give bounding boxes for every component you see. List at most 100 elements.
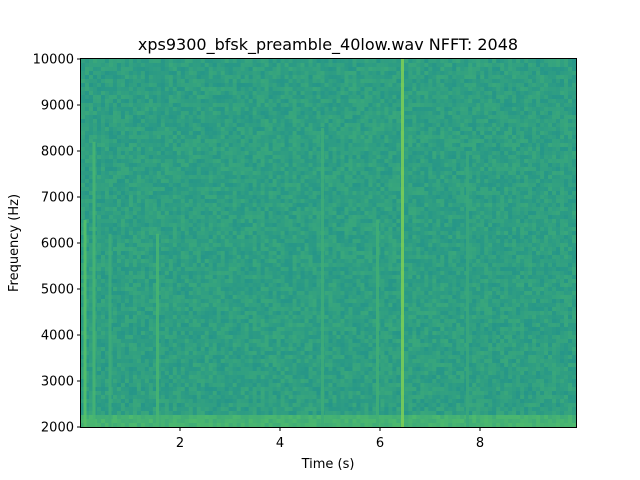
heatmap-cell	[136, 87, 142, 92]
heatmap-cell	[408, 75, 413, 80]
heatmap-cell	[104, 179, 110, 184]
heatmap-cell	[468, 135, 473, 140]
heatmap-cell	[104, 195, 110, 200]
heatmap-cell	[136, 143, 142, 148]
heatmap-cell	[100, 147, 106, 152]
heatmap-cell	[456, 151, 461, 156]
heatmap-cell	[368, 187, 374, 192]
heatmap-cell	[312, 143, 318, 148]
heatmap-cell	[148, 87, 154, 92]
heatmap-cell	[416, 215, 421, 220]
heatmap-cell	[500, 187, 505, 192]
heatmap-cell	[360, 179, 366, 184]
heatmap-cell	[552, 71, 557, 76]
heatmap-cell	[136, 211, 142, 216]
heatmap-cell	[180, 155, 186, 160]
heatmap-cell	[128, 111, 134, 116]
heatmap-cell	[288, 187, 294, 192]
heatmap-cell	[212, 111, 218, 116]
heatmap-cell	[380, 63, 385, 68]
heatmap-cell	[84, 71, 90, 76]
heatmap-cell	[440, 183, 445, 188]
heatmap-cell	[312, 83, 318, 88]
heatmap-cell	[316, 211, 322, 216]
heatmap-cell	[448, 151, 453, 156]
heatmap-cell	[528, 59, 533, 64]
heatmap-cell	[396, 115, 401, 120]
heatmap-cell	[112, 139, 118, 144]
heatmap-cell	[320, 91, 326, 96]
heatmap-cell	[556, 151, 561, 156]
heatmap-cell	[292, 103, 298, 108]
heatmap-cell	[328, 143, 334, 148]
heatmap-cell	[264, 63, 270, 68]
heatmap-cell	[168, 167, 174, 172]
heatmap-cell	[324, 139, 330, 144]
heatmap-cell	[484, 131, 489, 136]
heatmap-cell	[232, 139, 238, 144]
heatmap-cell	[88, 155, 94, 160]
heatmap-cell	[200, 187, 206, 192]
heatmap-cell	[468, 139, 473, 144]
heatmap-cell	[360, 203, 366, 208]
heatmap-cell	[552, 83, 557, 88]
heatmap-cell	[428, 83, 433, 88]
heatmap-cell	[384, 183, 389, 188]
heatmap-cell	[528, 175, 533, 180]
heatmap-cell	[148, 187, 154, 192]
heatmap-cell	[404, 135, 409, 140]
heatmap-cell	[436, 95, 441, 100]
heatmap-cell	[200, 211, 206, 216]
heatmap-cell	[376, 163, 381, 168]
heatmap-cell	[304, 195, 310, 200]
heatmap-cell	[372, 123, 377, 128]
heatmap-cell	[468, 143, 473, 148]
heatmap-cell	[284, 115, 290, 120]
heatmap-cell	[148, 63, 154, 68]
heatmap-cell	[456, 203, 461, 208]
heatmap-cell	[492, 163, 497, 168]
heatmap-cell	[364, 87, 370, 92]
heatmap-cell	[288, 87, 294, 92]
heatmap-cell	[312, 211, 318, 216]
heatmap-cell	[468, 79, 473, 84]
heatmap-cell	[368, 171, 374, 176]
heatmap-cell	[492, 175, 497, 180]
heatmap-cell	[468, 127, 473, 132]
heatmap-cell	[436, 215, 441, 220]
heatmap-cell	[288, 83, 294, 88]
heatmap-cell	[544, 87, 549, 92]
heatmap-cell	[132, 87, 138, 92]
heatmap-cell	[216, 175, 222, 180]
heatmap-cell	[372, 91, 377, 96]
heatmap-cell	[348, 119, 354, 124]
heatmap-cell	[424, 99, 429, 104]
heatmap-cell	[352, 215, 358, 220]
heatmap-cell	[304, 155, 310, 160]
heatmap-cell	[192, 219, 198, 224]
heatmap-cell	[84, 107, 90, 112]
heatmap-cell	[288, 139, 294, 144]
heatmap-cell	[348, 131, 354, 136]
heatmap-cell	[520, 75, 525, 80]
heatmap-cell	[276, 59, 282, 64]
heatmap-cell	[524, 195, 529, 200]
heatmap-cell	[216, 131, 222, 136]
heatmap-cell	[320, 95, 326, 100]
heatmap-cell	[360, 79, 366, 84]
heatmap-cell	[460, 127, 465, 132]
heatmap-cell	[380, 155, 385, 160]
heatmap-cell	[380, 183, 385, 188]
heatmap-cell	[172, 199, 178, 204]
heatmap-cell	[296, 111, 302, 116]
heatmap-cell	[388, 183, 393, 188]
heatmap-cell	[220, 95, 226, 100]
heatmap-cell	[392, 159, 397, 164]
heatmap-cell	[460, 79, 465, 84]
heatmap-cell	[120, 67, 126, 72]
heatmap-cell	[488, 139, 493, 144]
heatmap-cell	[460, 183, 465, 188]
heatmap-cell	[392, 183, 397, 188]
heatmap-cell	[132, 195, 138, 200]
heatmap-cell	[384, 127, 389, 132]
